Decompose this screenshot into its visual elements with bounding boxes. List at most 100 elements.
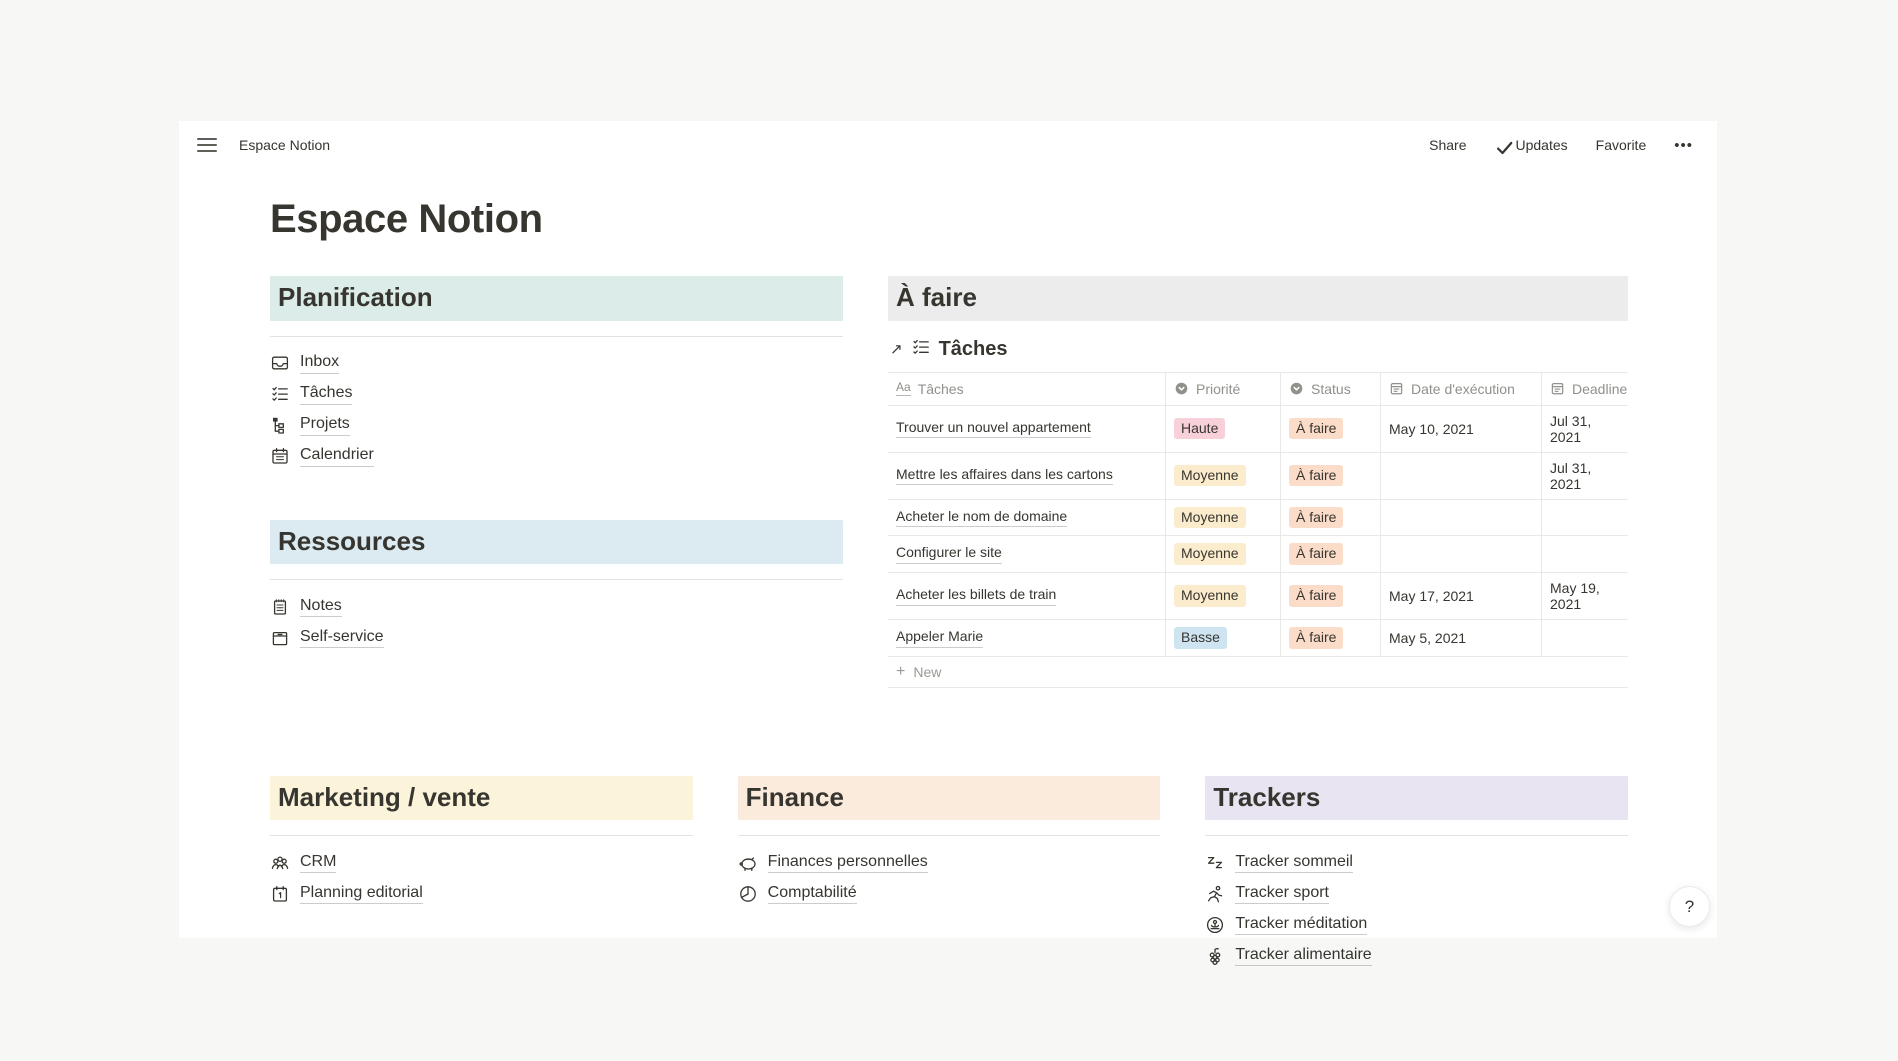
deadline-cell[interactable]: Jul 31, 2021	[1550, 412, 1592, 445]
page-link-label: Tracker sommeil	[1235, 852, 1353, 874]
page-link-crm[interactable]: CRM	[270, 847, 693, 878]
task-title-cell[interactable]: Configurer le site	[888, 536, 1166, 573]
sidebar-toggle-icon[interactable]	[197, 138, 217, 152]
task-title-cell[interactable]: Appeler Marie	[888, 620, 1166, 656]
date-cell[interactable]: May 10, 2021	[1381, 405, 1542, 452]
deadline-cell[interactable]	[1542, 536, 1628, 572]
status-cell[interactable]: À faire	[1281, 405, 1381, 452]
priority-cell[interactable]: Basse	[1166, 620, 1281, 656]
page-link-inbox[interactable]: Inbox	[270, 348, 843, 379]
table-row[interactable]: Appeler Marie Basse À faire May 5, 2021	[888, 620, 1628, 657]
table-row[interactable]: Trouver un nouvel appartement Haute À fa…	[888, 405, 1628, 453]
section-heading-a-faire: À faire	[888, 276, 1628, 321]
updates-button[interactable]: Updates	[1495, 137, 1568, 154]
date-cell[interactable]	[1381, 499, 1542, 536]
date-cell[interactable]	[1381, 536, 1542, 573]
column-header-date-execution[interactable]: Date d'exécution	[1381, 372, 1542, 405]
task-title-cell[interactable]: Trouver un nouvel appartement	[888, 405, 1166, 452]
section-heading-ressources: Ressources	[270, 519, 843, 564]
status-tag: À faire	[1289, 543, 1344, 566]
linked-database-title[interactable]: ↗ Tâches	[888, 337, 1628, 362]
select-property-icon	[1289, 381, 1304, 396]
date-cell[interactable]: May 5, 2021	[1381, 620, 1542, 656]
share-button[interactable]: Share	[1429, 137, 1466, 153]
task-title-cell[interactable]: Mettre les affaires dans les cartons	[888, 452, 1166, 499]
section-heading-planification: Planification	[270, 276, 843, 321]
priority-cell[interactable]: Haute	[1166, 405, 1281, 452]
meditation-icon	[1205, 915, 1225, 935]
column-header-label: Priorité	[1196, 380, 1241, 397]
status-tag: À faire	[1289, 464, 1344, 487]
task-title-cell[interactable]: Acheter les billets de train	[888, 573, 1166, 620]
column-header-priorite[interactable]: Priorité	[1166, 372, 1281, 405]
select-property-icon	[1174, 381, 1189, 396]
status-cell[interactable]: À faire	[1281, 620, 1381, 656]
priority-cell[interactable]: Moyenne	[1166, 499, 1281, 536]
page-link-finances-personnelles[interactable]: Finances personnelles	[738, 847, 1161, 878]
deadline-cell[interactable]	[1542, 620, 1628, 656]
column-header-label: Tâches	[917, 380, 964, 397]
share-button-label: Share	[1429, 137, 1467, 153]
column-header-deadline[interactable]: Deadline	[1542, 373, 1628, 405]
page-link-label: Planning editorial	[300, 883, 423, 905]
new-row-button[interactable]: + New	[888, 657, 1628, 688]
status-cell[interactable]: À faire	[1281, 573, 1381, 620]
page-link-projets[interactable]: Projets	[270, 410, 843, 441]
breadcrumb[interactable]: Espace Notion	[239, 137, 331, 153]
date-cell[interactable]: May 17, 2021	[1381, 573, 1542, 620]
priority-tag: Basse	[1174, 627, 1227, 649]
page-link-label: CRM	[300, 852, 337, 874]
inbox-icon	[270, 353, 290, 373]
top-bar: Espace Notion Share Updates Favorite •••	[179, 121, 1717, 169]
status-cell[interactable]: À faire	[1281, 499, 1381, 536]
column-header-status[interactable]: Status	[1281, 372, 1381, 405]
priority-cell[interactable]: Moyenne	[1166, 452, 1281, 499]
help-button[interactable]: ?	[1669, 886, 1710, 927]
finance-column: Finance Finances personnelles Comptabili…	[737, 775, 1161, 972]
task-title-cell[interactable]: Acheter le nom de domaine	[888, 499, 1166, 536]
priority-cell[interactable]: Moyenne	[1166, 536, 1281, 573]
new-row-label: New	[913, 663, 942, 680]
column-header-label: Deadline	[1572, 380, 1628, 397]
page-link-label: Inbox	[300, 352, 340, 374]
page-link-notes[interactable]: Notes	[270, 591, 843, 622]
priority-cell[interactable]: Moyenne	[1166, 573, 1281, 620]
divider	[270, 335, 843, 337]
page-link-label: Calendrier	[300, 445, 374, 467]
status-cell[interactable]: À faire	[1281, 452, 1381, 499]
page-link-tracker-sport[interactable]: Tracker sport	[1205, 878, 1628, 909]
tasks-table: Aa Tâches Priorité	[888, 371, 1628, 688]
text-property-icon: Aa	[896, 380, 911, 396]
page-link-planning-editorial[interactable]: Planning editorial	[270, 878, 693, 909]
table-row[interactable]: Acheter les billets de train Moyenne À f…	[888, 573, 1628, 621]
page-link-taches[interactable]: Tâches	[270, 379, 843, 410]
status-tag: À faire	[1289, 506, 1344, 529]
page-link-comptabilite[interactable]: Comptabilité	[738, 878, 1161, 909]
page-link-calendrier[interactable]: Calendrier	[270, 441, 843, 472]
checklist-icon	[270, 384, 290, 404]
piggy-bank-icon	[738, 853, 758, 873]
page-link-tracker-meditation[interactable]: Tracker méditation	[1205, 909, 1628, 940]
date-cell[interactable]	[1381, 452, 1542, 499]
table-header-row: Aa Tâches Priorité	[888, 371, 1628, 406]
table-row[interactable]: Mettre les affaires dans les cartons Moy…	[888, 452, 1628, 500]
more-menu-icon[interactable]: •••	[1674, 136, 1693, 154]
favorite-button[interactable]: Favorite	[1596, 137, 1647, 153]
status-cell[interactable]: À faire	[1281, 536, 1381, 573]
deadline-cell[interactable]: Jul 31, 2021	[1550, 459, 1592, 492]
trackers-column: Trackers Tracker sommeil Tracker sport	[1205, 775, 1629, 972]
runner-icon	[1205, 884, 1225, 904]
plus-icon: +	[896, 662, 906, 680]
deadline-cell[interactable]	[1542, 500, 1628, 536]
table-row[interactable]: Configurer le site Moyenne À faire	[888, 536, 1628, 574]
page-link-tracker-sommeil[interactable]: Tracker sommeil	[1205, 847, 1628, 878]
priority-tag: Haute	[1174, 417, 1226, 440]
column-header-taches[interactable]: Aa Tâches	[888, 372, 1166, 405]
priority-tag: Moyenne	[1174, 585, 1246, 607]
page-link-tracker-alimentaire[interactable]: Tracker alimentaire	[1205, 940, 1628, 971]
page-link-self-service[interactable]: Self-service	[270, 622, 843, 653]
table-row[interactable]: Acheter le nom de domaine Moyenne À fair…	[888, 499, 1628, 537]
status-tag: À faire	[1289, 585, 1344, 607]
deadline-cell[interactable]: May 19, 2021	[1550, 580, 1600, 613]
